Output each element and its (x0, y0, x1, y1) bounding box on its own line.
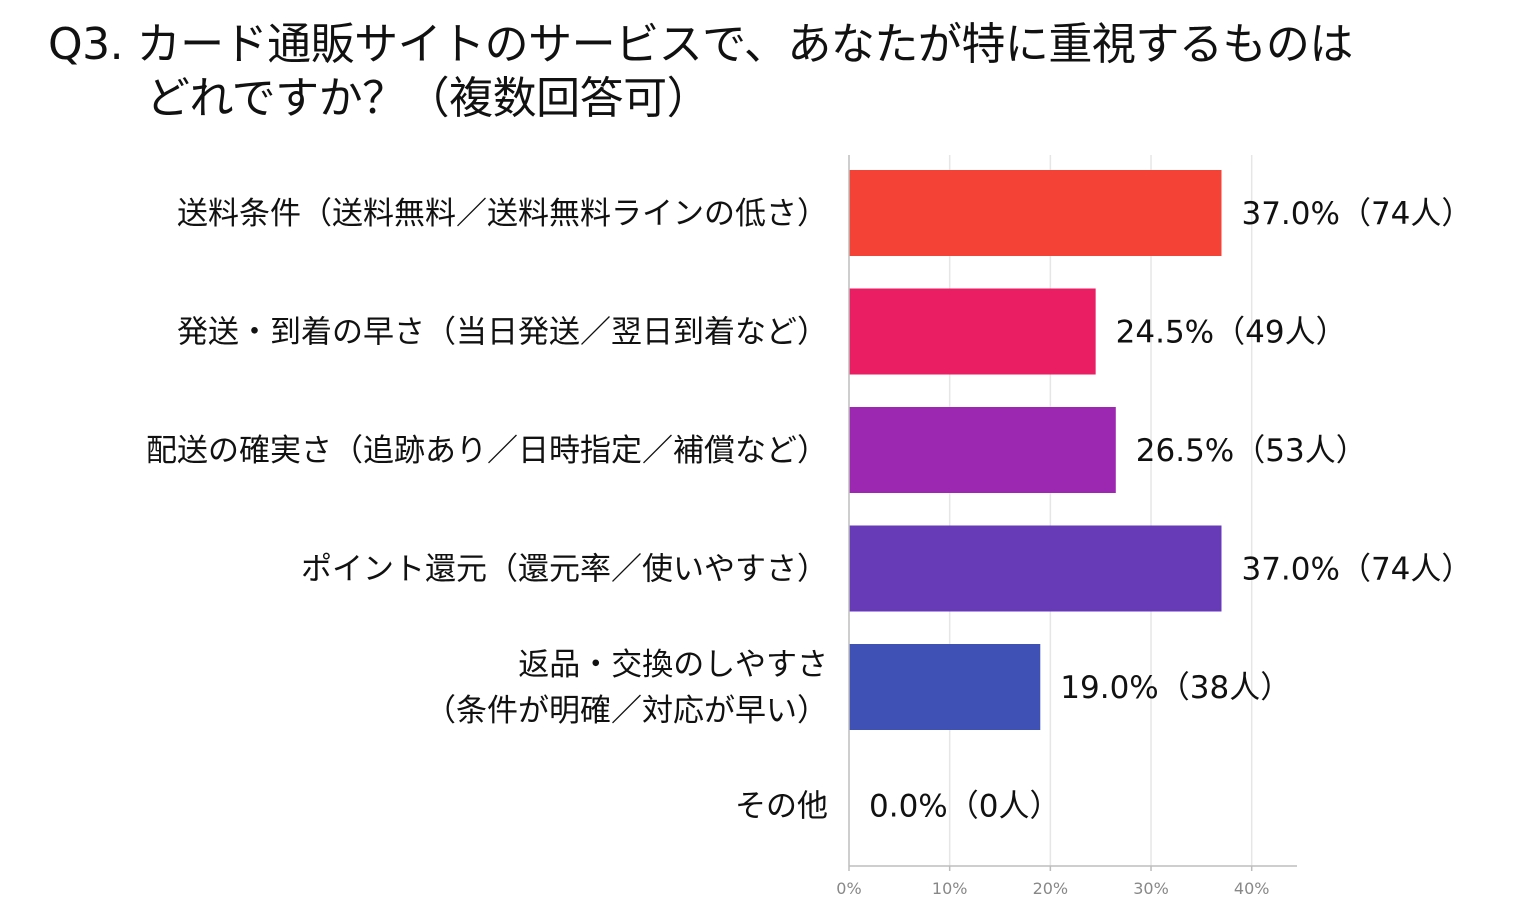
gridlines (948, 155, 1253, 866)
bar (849, 525, 1222, 612)
x-tick-label: 20% (1033, 879, 1069, 898)
chart-title: Q3. カード通販サイトのサービスで、あなたが特に重視するものは どれですか？（複… (48, 18, 1508, 126)
x-axis-ticks: 0% 10% 20% 30% 40% (836, 866, 1269, 898)
data-label: 26.5%（53人） (1136, 433, 1367, 469)
category-label: ポイント還元（還元率／使いやすさ） (301, 552, 828, 588)
category-label: 配送の確実さ（追跡あり／日時指定／補償など） (146, 433, 828, 469)
chart-title-line-1: Q3. カード通販サイトのサービスで、あなたが特に重視するものは (48, 19, 1353, 70)
bar (849, 170, 1222, 256)
x-tick-label: 30% (1133, 879, 1169, 898)
x-tick-label: 10% (932, 879, 968, 898)
category-label: 返品・交換のしやすさ (518, 647, 828, 683)
bar (849, 644, 1041, 730)
bar (849, 407, 1116, 493)
data-label: 24.5%（49人） (1116, 315, 1347, 351)
data-label: 0.0%（0人） (869, 789, 1060, 825)
data-label: 37.0%（74人） (1241, 552, 1472, 588)
category-label: 発送・到着の早さ（当日発送／翌日到着など） (177, 315, 828, 351)
x-tick-label: 0% (836, 879, 861, 898)
category-label: 送料条件（送料無料／送料無料ラインの低さ） (177, 196, 828, 232)
category-labels: 送料条件（送料無料／送料無料ラインの低さ） 発送・到着の早さ（当日発送／翌日到着な… (146, 196, 828, 825)
category-label: （条件が明確／対応が早い） (425, 693, 828, 729)
data-labels: 37.0%（74人） 24.5%（49人） 26.5%（53人） 37.0%（74人）… (869, 196, 1472, 825)
data-label: 19.0%（38人） (1060, 670, 1291, 706)
category-label: その他 (735, 789, 828, 825)
bars (849, 170, 1222, 730)
data-label: 37.0%（74人） (1241, 196, 1472, 232)
bar (849, 288, 1096, 375)
chart-title-line-2: どれですか？（複数回答可） (146, 73, 711, 124)
x-tick-label: 40% (1234, 879, 1270, 898)
